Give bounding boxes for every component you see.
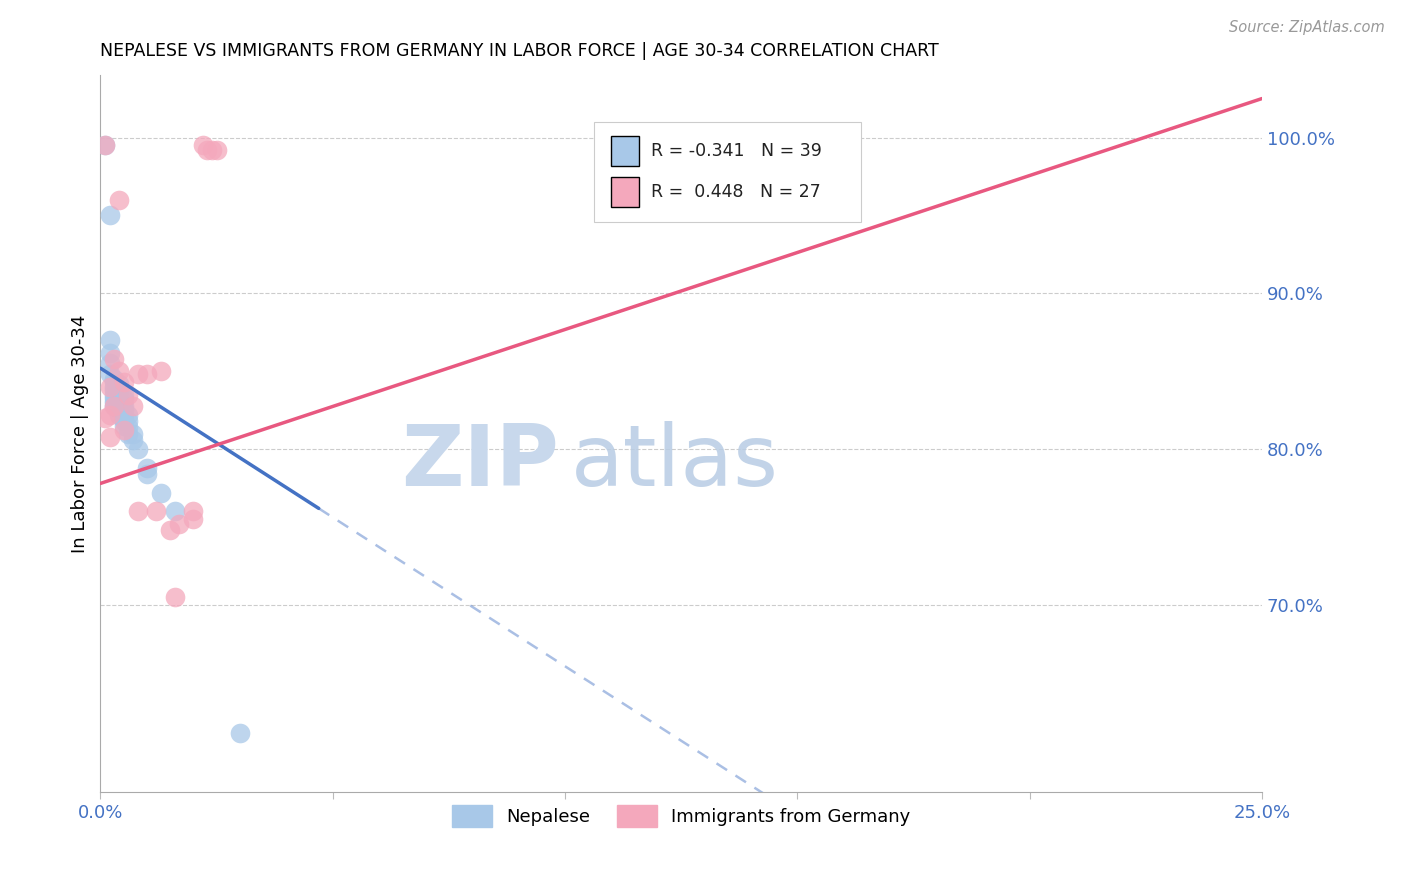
Point: [108, 401, 131, 416]
Point: [117, 387, 139, 401]
Point: [112, 392, 135, 407]
Point: [112, 411, 135, 425]
Point: [108, 389, 131, 403]
Point: [117, 414, 139, 428]
Point: [98, 380, 121, 394]
Point: [181, 504, 204, 518]
Point: [201, 143, 224, 157]
Point: [108, 408, 131, 422]
Text: NEPALESE VS IMMIGRANTS FROM GERMANY IN LABOR FORCE | AGE 30-34 CORRELATION CHART: NEPALESE VS IMMIGRANTS FROM GERMANY IN L…: [100, 42, 939, 60]
FancyBboxPatch shape: [593, 122, 860, 222]
Point: [205, 143, 228, 157]
Y-axis label: In Labor Force | Age 30-34: In Labor Force | Age 30-34: [72, 314, 89, 553]
Text: atlas: atlas: [571, 421, 779, 504]
Point: [229, 725, 252, 739]
Point: [98, 430, 121, 444]
Point: [94, 138, 117, 153]
Point: [98, 368, 121, 382]
Point: [127, 442, 149, 457]
Point: [117, 426, 139, 441]
Point: [135, 368, 157, 382]
Point: [117, 420, 139, 434]
Point: [103, 372, 125, 386]
Point: [122, 433, 145, 447]
Point: [94, 411, 117, 425]
Text: R =  0.448   N = 27: R = 0.448 N = 27: [651, 183, 821, 201]
Point: [181, 512, 204, 526]
Point: [103, 387, 125, 401]
Point: [103, 375, 125, 389]
Point: [103, 399, 125, 413]
Point: [98, 356, 121, 370]
Point: [103, 395, 125, 409]
Point: [98, 345, 121, 359]
Point: [98, 408, 121, 422]
Point: [149, 364, 172, 378]
Text: Source: ZipAtlas.com: Source: ZipAtlas.com: [1229, 20, 1385, 35]
Point: [108, 193, 131, 207]
Point: [112, 399, 135, 413]
Point: [112, 414, 135, 428]
Point: [108, 364, 131, 378]
Point: [191, 138, 214, 153]
Point: [108, 383, 131, 397]
FancyBboxPatch shape: [612, 177, 640, 207]
Point: [103, 399, 125, 413]
Point: [117, 408, 139, 422]
Point: [135, 461, 157, 475]
Point: [122, 399, 145, 413]
Legend: Nepalese, Immigrants from Germany: Nepalese, Immigrants from Germany: [444, 798, 918, 835]
Point: [103, 383, 125, 397]
Point: [103, 380, 125, 394]
Point: [103, 351, 125, 366]
Point: [112, 418, 135, 433]
Point: [112, 403, 135, 417]
Point: [135, 467, 157, 482]
Point: [127, 504, 149, 518]
Point: [98, 209, 121, 223]
Point: [163, 591, 186, 605]
Point: [145, 504, 167, 518]
Point: [108, 376, 131, 391]
Text: ZIP: ZIP: [401, 421, 560, 504]
Point: [112, 375, 135, 389]
Point: [195, 143, 218, 157]
Point: [149, 485, 172, 500]
Point: [127, 368, 149, 382]
Point: [98, 333, 121, 347]
Point: [169, 516, 191, 531]
FancyBboxPatch shape: [612, 136, 640, 166]
Point: [94, 138, 117, 153]
Point: [112, 424, 135, 438]
Point: [159, 523, 181, 537]
Point: [122, 426, 145, 441]
Text: R = -0.341   N = 39: R = -0.341 N = 39: [651, 142, 821, 161]
Point: [163, 504, 186, 518]
Point: [103, 391, 125, 405]
Point: [112, 387, 135, 401]
Point: [108, 395, 131, 409]
